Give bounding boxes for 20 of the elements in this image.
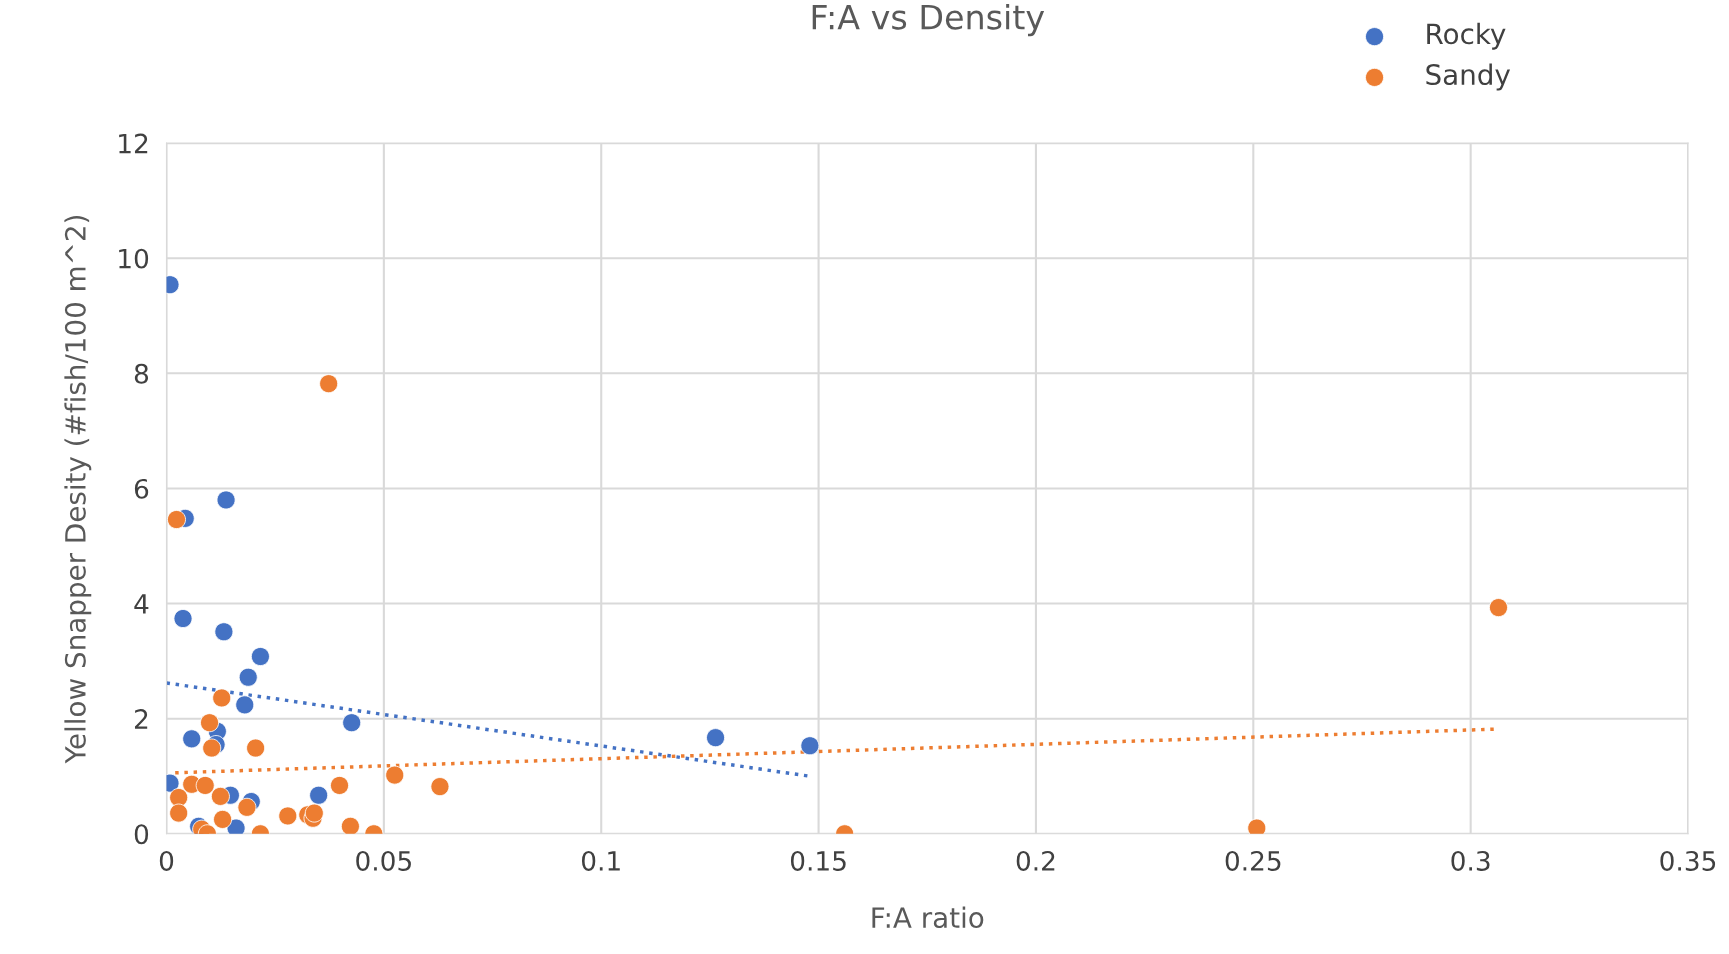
y-tick-label: 0	[134, 824, 149, 845]
x-tick-label: 0.15	[790, 850, 846, 871]
chart-title: F:A vs Density	[812, 3, 1045, 37]
y-tick-label: 4	[134, 594, 149, 614]
y-tick-label: 6	[134, 478, 149, 499]
y-tick-label: 10	[119, 248, 149, 269]
x-tick-label: 0.1	[581, 850, 620, 871]
legend-label: Sandy	[1426, 63, 1511, 91]
x-tick-label: 0.05	[356, 850, 411, 871]
x-axis-title: F:A ratio	[872, 906, 984, 929]
x-tick-label: 0.3	[1451, 850, 1490, 871]
y-tick-label: 8	[134, 363, 149, 384]
y-tick-label: 2	[134, 709, 148, 729]
y-tick-label: 12	[119, 133, 148, 154]
x-tick-label: 0.35	[1660, 850, 1716, 871]
x-tick-label: 0	[159, 850, 174, 871]
y-axis-title: Yellow Snapper Desity (#fish/100 m^2)	[64, 215, 92, 764]
legend-label: Rocky	[1427, 22, 1506, 50]
x-tick-label: 0.25	[1225, 850, 1281, 871]
x-tick-label: 0.2	[1016, 850, 1055, 871]
